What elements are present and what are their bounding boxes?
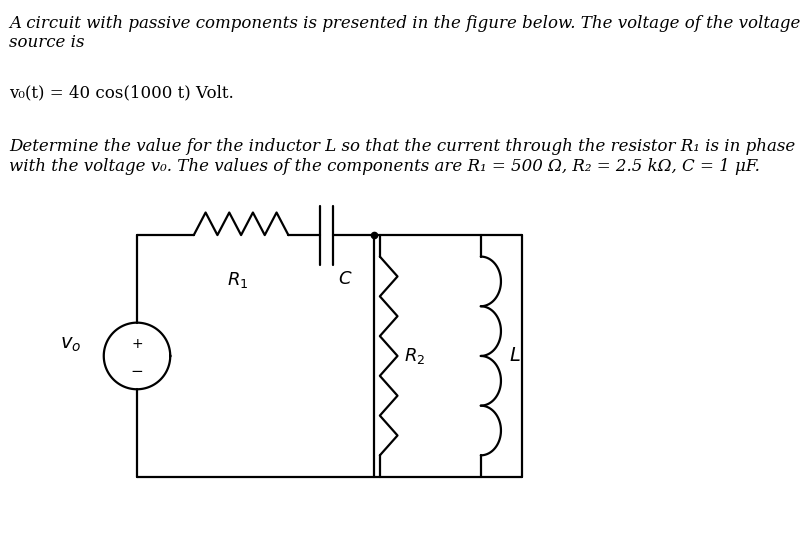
Text: $L$: $L$ xyxy=(509,347,521,365)
Text: $C$: $C$ xyxy=(338,270,353,288)
Text: v₀(t) = 40 cos(1000 t) Volt.: v₀(t) = 40 cos(1000 t) Volt. xyxy=(9,85,234,102)
Text: $R_2$: $R_2$ xyxy=(404,346,425,366)
Text: Determine the value for the inductor L so that the current through the resistor : Determine the value for the inductor L s… xyxy=(9,138,795,175)
Text: $v_o$: $v_o$ xyxy=(61,336,82,354)
Text: A circuit with passive components is presented in the figure below. The voltage : A circuit with passive components is pre… xyxy=(9,15,801,51)
Text: $+$: $+$ xyxy=(131,337,143,351)
Text: $-$: $-$ xyxy=(131,362,144,377)
Text: $R_1$: $R_1$ xyxy=(228,270,249,290)
